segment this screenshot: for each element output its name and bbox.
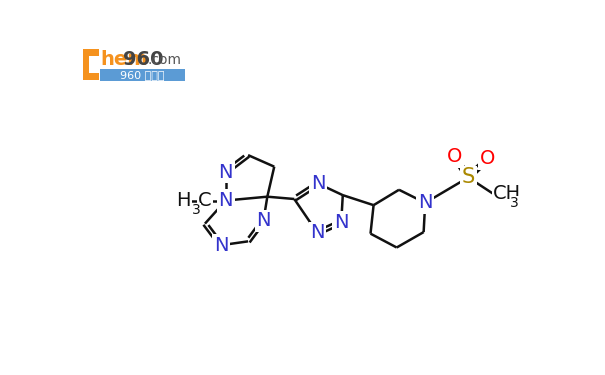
Text: N: N [310, 224, 325, 242]
Text: H: H [177, 191, 191, 210]
Text: N: N [334, 213, 348, 232]
Bar [89, 56, 99, 74]
Text: 960 化工网: 960 化工网 [120, 70, 165, 80]
Bar [83, 49, 99, 80]
Text: 960: 960 [123, 50, 164, 69]
Text: 3: 3 [510, 196, 518, 210]
Text: .com: .com [148, 53, 182, 67]
Text: CH: CH [493, 184, 521, 203]
Text: N: N [218, 191, 233, 210]
Text: N: N [214, 236, 228, 255]
Text: hem: hem [100, 50, 148, 69]
Text: N: N [311, 174, 325, 193]
Text: 3: 3 [192, 203, 201, 217]
Text: S: S [462, 168, 475, 188]
Text: N: N [418, 194, 433, 212]
Bar [100, 69, 185, 81]
Text: O: O [480, 150, 495, 168]
Text: C: C [198, 191, 212, 210]
Text: N: N [218, 162, 233, 182]
Text: N: N [257, 211, 270, 230]
Text: O: O [446, 147, 462, 166]
